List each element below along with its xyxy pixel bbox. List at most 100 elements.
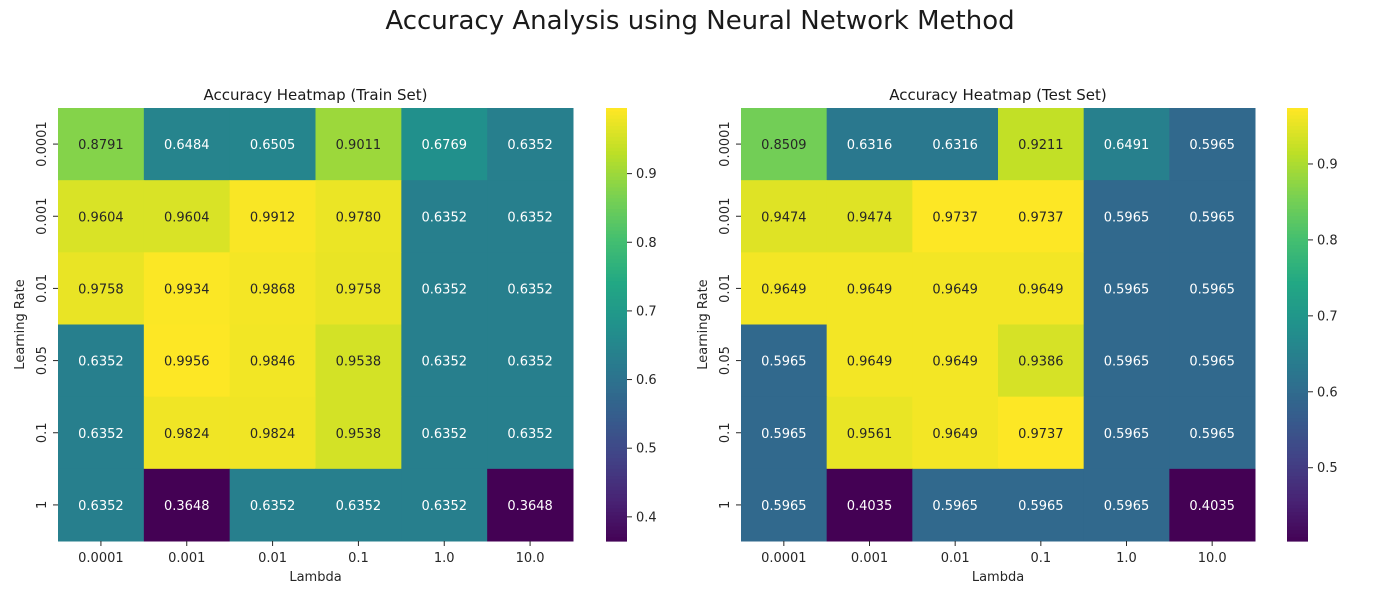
colorbar-segment-100: [606, 468, 627, 474]
heatmap-cell-r3-c2: [912, 324, 999, 398]
heatmap-cell-r4-c2: [229, 396, 316, 470]
colorbar-segment-112: [606, 512, 627, 517]
colorbar-segment-23: [1287, 190, 1308, 196]
cell-value-label-r3-c2: 0.9649: [932, 355, 978, 370]
cell-value-label-r3-c4: 0.6352: [422, 355, 468, 370]
x-tick-label-0-01: 0.01: [941, 551, 970, 566]
colorbar-segment-33: [1287, 227, 1308, 232]
colorbar-segment-77: [1287, 385, 1308, 391]
colorbar-segment-56: [1287, 310, 1308, 315]
heatmap-cell-r3-c0: [58, 324, 145, 398]
heatmap-cell-r0-c5: [487, 108, 574, 181]
colorbar-segment-50: [1287, 288, 1308, 293]
colorbar-segment-73: [1287, 371, 1308, 376]
x-tick-label-0-0001: 0.0001: [761, 551, 807, 566]
colorbar-segment-59: [606, 320, 627, 326]
colorbar-segment-52: [606, 295, 627, 300]
colorbar-tick-label-0-6: 0.6: [1317, 385, 1338, 400]
heatmap-cell-r3-c0: [741, 324, 828, 398]
heatmap-cell-r4-c0: [741, 396, 828, 470]
colorbar-segment-74: [1287, 375, 1308, 380]
colorbar-segment-81: [606, 400, 627, 405]
cell-value-label-r5-c4: 0.6352: [422, 499, 468, 514]
colorbar-segment-6: [606, 129, 627, 134]
colorbar-segment-41: [606, 255, 627, 261]
colorbar-segment-114: [606, 519, 627, 524]
heatmap-cell-r5-c3: [315, 468, 402, 542]
x-tick-label-0-001: 0.001: [851, 551, 888, 566]
colorbar-segment-56: [606, 310, 627, 315]
cell-value-label-r4-c5: 0.5965: [1189, 427, 1235, 442]
cell-value-label-r1-c4: 0.6352: [422, 210, 468, 225]
colorbar-segment-70: [606, 360, 627, 365]
colorbar-segment-111: [1287, 508, 1308, 513]
colorbar-segment-40: [606, 252, 627, 257]
heatmap-cell-r5-c0: [58, 468, 145, 542]
colorbar-segment-7: [1287, 133, 1308, 138]
heatmap-cell-r5-c4: [401, 468, 488, 542]
colorbar-segment-87: [606, 421, 627, 427]
colorbar-segment-90: [1287, 432, 1308, 437]
colorbar-segment-61: [1287, 328, 1308, 333]
colorbar-segment-43: [606, 263, 627, 268]
colorbar-segment-49: [606, 284, 627, 290]
colorbar-segment-39: [606, 248, 627, 253]
colorbar-segment-97: [606, 458, 627, 463]
colorbar-segment-86: [606, 418, 627, 423]
cell-value-label-r4-c0: 0.6352: [78, 427, 124, 442]
cell-value-label-r2-c1: 0.9649: [847, 282, 893, 297]
colorbar-segment-64: [1287, 338, 1308, 344]
colorbar-segment-50: [606, 288, 627, 293]
colorbar-segment-22: [606, 187, 627, 192]
cell-value-label-r5-c1: 0.3648: [164, 499, 210, 514]
colorbar-segment-26: [606, 201, 627, 207]
heatmap-cell-r1-c0: [58, 180, 145, 253]
heatmap-cell-r4-c0: [58, 396, 145, 470]
heatmap-cell-r3-c5: [1169, 324, 1256, 398]
colorbar-segment-66: [606, 346, 627, 351]
colorbar-segment-107: [1287, 494, 1308, 499]
heatmap-cell-r2-c2: [912, 252, 999, 325]
cell-value-label-r4-c1: 0.9824: [164, 427, 210, 442]
colorbar-segment-85: [1287, 414, 1308, 419]
heatmap-panel-2: 0.8509 0.6316 0.6316 0.9211 0.6491 0.5965 0.94…: [696, 86, 1338, 585]
heatmap-cell-r5-c4: [1083, 468, 1170, 542]
x-tick-label-0-1: 0.1: [1030, 551, 1051, 566]
colorbar-segment-74: [606, 375, 627, 380]
colorbar-segment-2: [1287, 115, 1308, 120]
colorbar-segment-30: [1287, 216, 1308, 221]
colorbar-segment-67: [606, 349, 627, 354]
colorbar-segment-98: [606, 461, 627, 466]
colorbar-segment-31: [606, 219, 627, 225]
colorbar-segment-21: [1287, 183, 1308, 188]
colorbar-segment-45: [606, 270, 627, 275]
colorbar-segment-48: [606, 281, 627, 286]
cell-value-label-r0-c2: 0.6316: [932, 138, 978, 153]
cell-value-label-r4-c4: 0.6352: [422, 427, 468, 442]
y-tick-label-0-001: 0.001: [35, 198, 50, 235]
heatmap-cell-r1-c2: [912, 180, 999, 253]
colorbar-segment-35: [1287, 234, 1308, 239]
y-tick-label-0-0001: 0.0001: [718, 121, 733, 167]
heatmap-cell-r4-c1: [143, 396, 231, 470]
heatmap-cell-r4-c5: [1169, 396, 1256, 470]
cell-value-label-r1-c2: 0.9737: [932, 210, 978, 225]
colorbar-segment-54: [1287, 302, 1308, 308]
cell-value-label-r5-c0: 0.5965: [761, 499, 807, 514]
heatmap-cell-r3-c3: [315, 324, 402, 398]
colorbar-segment-1: [1287, 111, 1308, 116]
colorbar-segment-4: [1287, 122, 1308, 127]
colorbar-segment-36: [606, 237, 627, 243]
colorbar-segment-35: [606, 234, 627, 239]
y-axis-label: Learning Rate: [696, 279, 711, 369]
colorbar-segment-97: [1287, 458, 1308, 463]
colorbar-segment-93: [606, 443, 627, 448]
colorbar-segment-108: [1287, 497, 1308, 502]
heatmap-cell-r2-c4: [1083, 252, 1170, 325]
x-tick-label-1-0: 1.0: [434, 551, 455, 566]
heatmap-cell-r1-c5: [487, 180, 574, 253]
heatmap-cell-r1-c2: [229, 180, 316, 253]
cell-value-label-r1-c5: 0.5965: [1189, 210, 1235, 225]
heatmap-cell-r1-c3: [998, 180, 1085, 253]
x-axis-label: Lambda: [289, 570, 341, 585]
